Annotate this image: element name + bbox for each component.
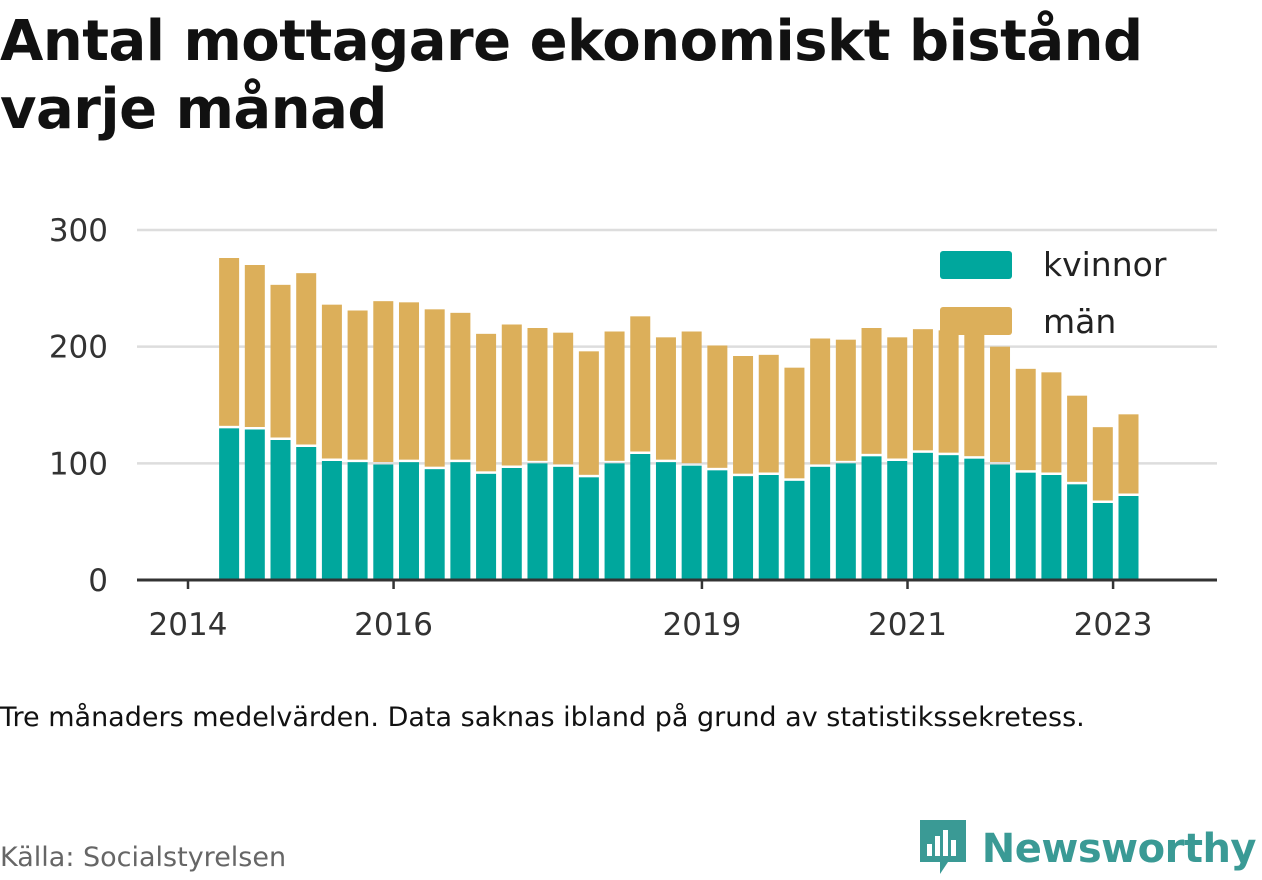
bar-kvinnor-22 xyxy=(784,480,805,580)
bar-man-34 xyxy=(1092,427,1113,501)
bar-man-11 xyxy=(501,324,522,466)
bar-man-7 xyxy=(398,302,419,460)
bar-kvinnor-4 xyxy=(321,461,342,580)
x-tick-label-2016: 2016 xyxy=(354,607,433,643)
bar-kvinnor-2 xyxy=(270,440,291,580)
bar-kvinnor-24 xyxy=(835,463,856,580)
bar-man-22 xyxy=(784,367,805,479)
bar-kvinnor-16 xyxy=(630,454,651,580)
bar-man-9 xyxy=(450,312,471,460)
x-tick-label-2019: 2019 xyxy=(662,607,741,643)
bar-kvinnor-25 xyxy=(861,456,882,580)
bar-kvinnor-35 xyxy=(1118,496,1139,580)
legend-label-kvinnor: kvinnor xyxy=(1043,245,1167,284)
legend: kvinnor män xyxy=(940,245,1167,341)
bar-kvinnor-28 xyxy=(938,455,959,580)
bar-kvinnor-1 xyxy=(244,429,265,580)
x-tick-label-2023: 2023 xyxy=(1074,607,1153,643)
bar-man-2 xyxy=(270,284,291,438)
y-tick-label-300: 300 xyxy=(49,213,108,249)
bar-kvinnor-18 xyxy=(681,465,702,580)
bar-kvinnor-19 xyxy=(707,470,728,580)
brand-name: Newsworthy xyxy=(981,826,1257,872)
bar-man-4 xyxy=(321,304,342,459)
legend-label-man: män xyxy=(1043,302,1116,341)
bar-man-30 xyxy=(990,346,1011,462)
bar-man-20 xyxy=(733,356,754,474)
bar-man-31 xyxy=(1015,368,1036,471)
bar-kvinnor-0 xyxy=(219,428,240,580)
bar-man-25 xyxy=(861,328,882,454)
bar-kvinnor-27 xyxy=(912,452,933,580)
bar-man-8 xyxy=(424,309,445,467)
bar-kvinnor-13 xyxy=(553,466,574,580)
bar-kvinnor-21 xyxy=(758,475,779,580)
bar-kvinnor-15 xyxy=(604,463,625,580)
bar-kvinnor-34 xyxy=(1092,503,1113,580)
bar-kvinnor-31 xyxy=(1015,472,1036,580)
bar-kvinnor-26 xyxy=(887,461,908,580)
x-tick-label-2014: 2014 xyxy=(149,607,228,643)
bar-kvinnor-17 xyxy=(655,462,676,580)
bar-man-35 xyxy=(1118,414,1139,494)
bar-kvinnor-11 xyxy=(501,468,522,580)
bar-man-0 xyxy=(219,258,240,426)
bar-kvinnor-9 xyxy=(450,462,471,580)
source-text: Källa: Socialstyrelsen xyxy=(0,842,287,873)
bar-kvinnor-5 xyxy=(347,462,368,580)
y-tick-label-0: 0 xyxy=(88,563,108,599)
y-tick-label-100: 100 xyxy=(49,446,108,482)
bars xyxy=(219,258,1139,580)
bar-man-13 xyxy=(553,332,574,465)
bar-man-32 xyxy=(1041,372,1062,473)
chart-title: Antal mottagare ekonomiskt bistånd varje… xyxy=(0,9,1143,142)
axes: 0 100 200 300 2014 2016 2019 2021 2023 xyxy=(49,213,1217,643)
bar-man-5 xyxy=(347,310,368,460)
bar-man-17 xyxy=(655,337,676,460)
bar-man-15 xyxy=(604,331,625,461)
legend-swatch-man xyxy=(940,307,1012,335)
bar-man-12 xyxy=(527,328,548,461)
bar-kvinnor-30 xyxy=(990,464,1011,580)
bar-man-28 xyxy=(938,330,959,453)
bar-man-27 xyxy=(912,329,933,451)
bar-man-33 xyxy=(1067,395,1088,482)
bar-kvinnor-33 xyxy=(1067,484,1088,580)
newsworthy-chart-icon xyxy=(918,818,968,880)
legend-swatch-kvinnor xyxy=(940,251,1012,279)
newsworthy-logo[interactable]: Newsworthy xyxy=(918,818,1257,880)
bar-kvinnor-29 xyxy=(964,458,985,580)
bar-man-1 xyxy=(244,265,265,427)
bar-kvinnor-20 xyxy=(733,476,754,580)
footnote: Tre månaders medelvärden. Data saknas ib… xyxy=(0,702,1085,733)
bar-man-29 xyxy=(964,335,985,457)
bar-man-6 xyxy=(373,301,394,462)
bar-kvinnor-23 xyxy=(810,466,831,580)
bar-kvinnor-32 xyxy=(1041,475,1062,580)
bar-kvinnor-12 xyxy=(527,463,548,580)
bar-man-18 xyxy=(681,331,702,464)
bar-man-10 xyxy=(476,333,497,472)
bar-man-24 xyxy=(835,339,856,461)
bar-kvinnor-10 xyxy=(476,473,497,580)
bar-man-19 xyxy=(707,345,728,468)
bar-man-3 xyxy=(296,273,317,445)
bar-kvinnor-7 xyxy=(398,462,419,580)
bar-man-14 xyxy=(578,351,599,475)
bar-man-26 xyxy=(887,337,908,459)
bar-man-21 xyxy=(758,354,779,473)
x-tick-label-2021: 2021 xyxy=(868,607,947,643)
y-tick-label-200: 200 xyxy=(49,330,108,366)
gridlines xyxy=(137,228,1217,465)
bar-man-23 xyxy=(810,338,831,465)
bar-kvinnor-3 xyxy=(296,447,317,580)
bar-kvinnor-14 xyxy=(578,477,599,580)
bar-chart: kvinnor män 0 100 200 300 2014 2016 2019 2021 20… xyxy=(49,213,1217,643)
bar-man-16 xyxy=(630,316,651,452)
bar-kvinnor-6 xyxy=(373,464,394,580)
bar-kvinnor-8 xyxy=(424,469,445,580)
